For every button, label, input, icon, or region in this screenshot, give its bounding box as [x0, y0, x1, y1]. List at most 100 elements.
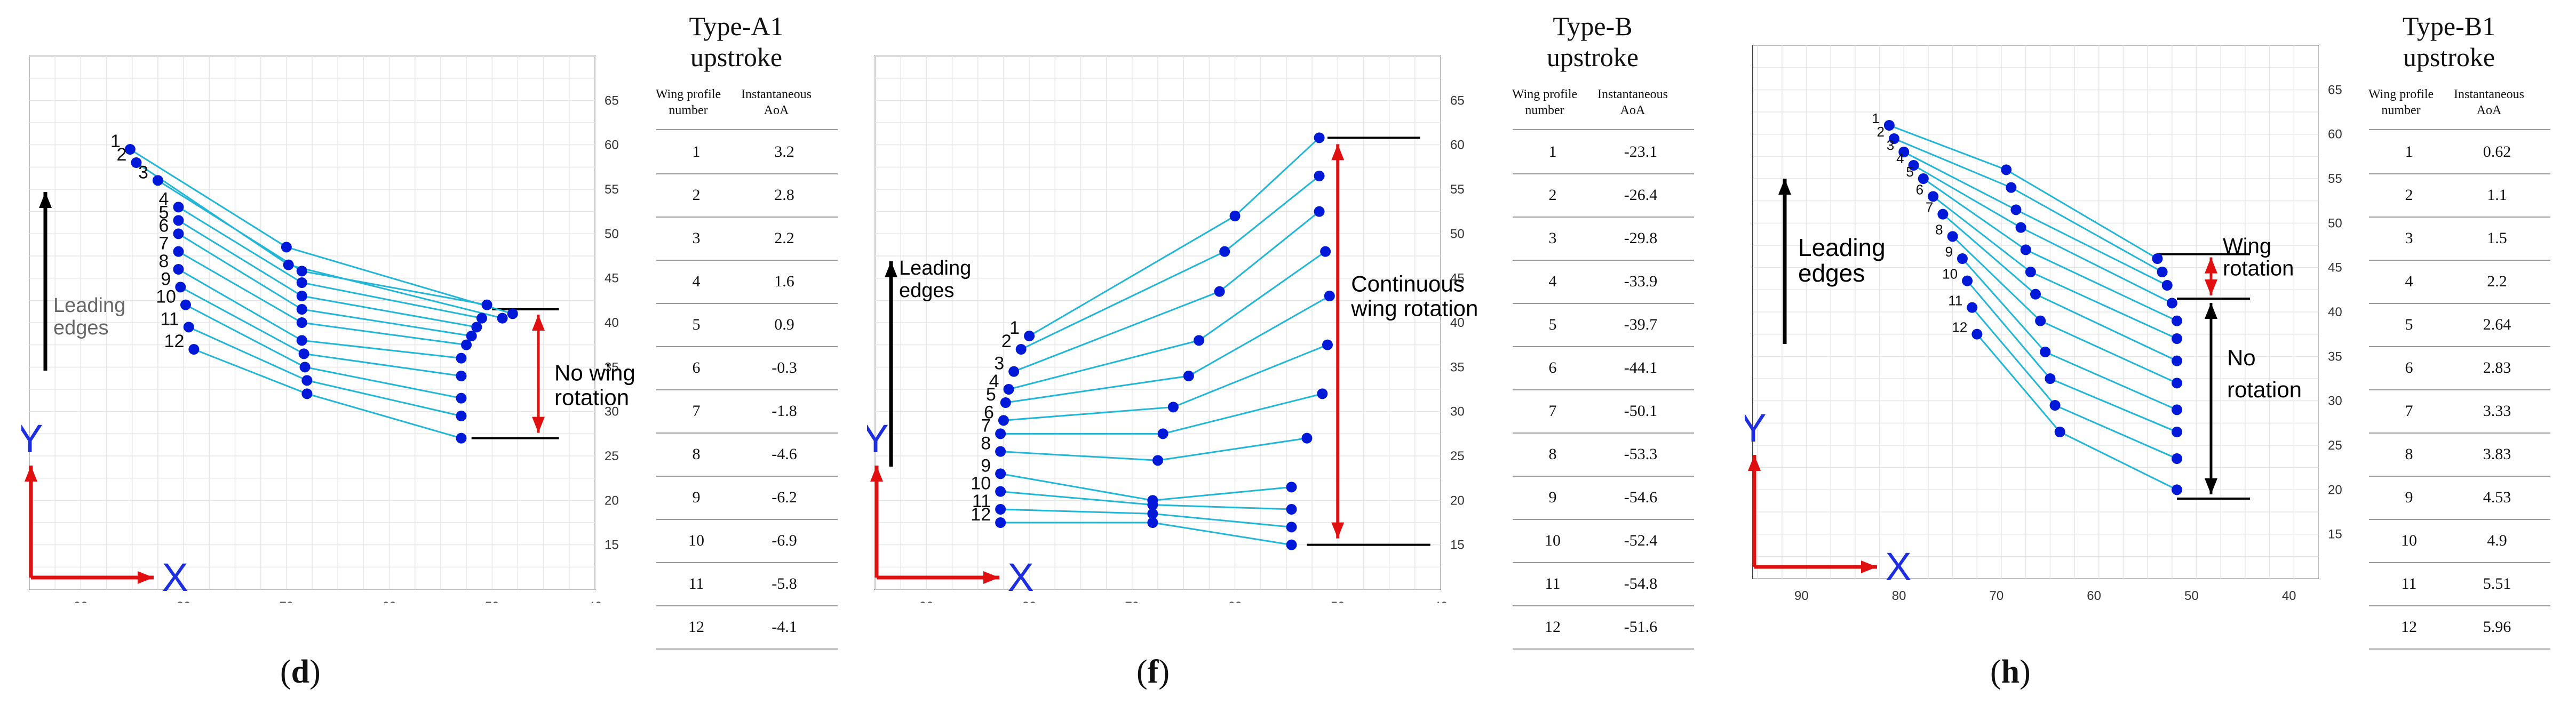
profile-point [2040, 347, 2051, 357]
profile-number-label: 2 [117, 145, 127, 165]
profile-point [2025, 267, 2036, 277]
no-rotation-label: No [2227, 345, 2256, 370]
x-tick-label: 80 [1022, 599, 1037, 603]
y-tick-label: 25 [1450, 449, 1465, 463]
x-tick-label: 40 [1434, 599, 1448, 603]
x-tick-label: 50 [485, 599, 499, 603]
profile-point [471, 322, 482, 333]
cell-profile-number: 9 [2405, 488, 2413, 506]
x-tick-label: 60 [1228, 599, 1242, 603]
caption-f: (f) [1136, 654, 1170, 690]
profile-point [296, 277, 307, 288]
wing-rotation-label: rotation [2223, 257, 2294, 281]
cell-profile-number: 2 [2405, 186, 2413, 204]
profile-point [476, 313, 487, 324]
y-tick-label: 30 [605, 405, 619, 419]
cell-aoa: -33.9 [1624, 273, 1658, 290]
table-row: 2 2.8 [656, 173, 838, 218]
wing-rotation-label: Wing [2223, 235, 2271, 258]
cell-aoa: -53.3 [1624, 445, 1658, 463]
cell-profile-number: 8 [692, 445, 701, 463]
cell-profile-number: 1 [1548, 143, 1557, 161]
profile-point [1971, 329, 1983, 340]
profile-point [296, 335, 307, 346]
y-tick-label: 45 [2328, 261, 2342, 275]
cell-aoa: -6.9 [772, 532, 797, 549]
grid [1752, 45, 2319, 579]
x-tick-label: 50 [1331, 599, 1345, 603]
cell-profile-number: 6 [692, 359, 701, 376]
y-tick-label: 40 [1450, 316, 1465, 330]
profile-point [1957, 253, 1968, 264]
cell-profile-number: 4 [692, 273, 701, 290]
profile-point [1320, 246, 1331, 257]
y-tick-label: 20 [2328, 483, 2342, 497]
table-title: Type-B1 upstroke [2369, 11, 2529, 73]
profile-point [507, 308, 518, 319]
profile-points [1883, 120, 2182, 495]
table-row: 12 -4.1 [656, 605, 838, 650]
x-tick-label: 90 [74, 599, 88, 603]
cell-profile-number: 5 [2405, 316, 2413, 333]
profile-point [1219, 246, 1230, 257]
profile-point [2172, 333, 2182, 344]
profile-point [1967, 302, 1978, 313]
x-tick-label: 80 [1892, 589, 1906, 603]
y-axis-label: Y [1745, 406, 1767, 450]
table-row: 5 0.9 [656, 303, 838, 347]
profile-points [124, 144, 518, 444]
cell-profile-number: 9 [692, 488, 701, 506]
cell-aoa: -52.4 [1624, 532, 1658, 549]
cell-aoa: 2.2 [2487, 273, 2507, 290]
cell-aoa: -23.1 [1624, 143, 1658, 161]
profile-number-label: 4 [989, 371, 999, 391]
cell-aoa: 2.83 [2483, 359, 2511, 376]
profile-point [1229, 211, 1241, 221]
leading-edges-arrow [885, 261, 897, 467]
profile-point [152, 175, 163, 186]
profile-number-label: 6 [984, 402, 994, 422]
profile-point [1314, 206, 1325, 217]
profile-point [1286, 482, 1297, 493]
profile-point [1883, 120, 1895, 131]
y-tick-label: 25 [605, 449, 619, 463]
profile-number-label: 7 [981, 415, 991, 436]
profile-point [456, 432, 467, 444]
cell-profile-number: 5 [692, 316, 701, 333]
profile-point [1322, 339, 1333, 350]
profile-point [1003, 384, 1014, 395]
profile-point [2030, 289, 2041, 300]
profile-point [173, 246, 184, 257]
col-header-profile: Wing profile number [1512, 87, 1578, 117]
profile-point [175, 282, 186, 293]
profile-number-label: 2 [1001, 331, 1012, 351]
table-title: Type-B upstroke [1513, 11, 1673, 73]
y-axis-arrow [870, 466, 883, 578]
cell-profile-number: 2 [692, 186, 701, 204]
profile-point [283, 259, 294, 270]
col-header-aoa: Instantaneous AoA [1597, 87, 1668, 117]
profile-point [456, 411, 467, 421]
cell-profile-number: 12 [1545, 618, 1561, 636]
y-tick-label: 55 [1450, 182, 1465, 197]
profile-number-label: 4 [1896, 150, 1904, 166]
profile-point [1314, 171, 1325, 181]
x-tick-label: 40 [588, 599, 602, 603]
y-tick-label: 45 [605, 271, 619, 286]
y-tick-label: 55 [2328, 172, 2342, 186]
profile-point [1286, 539, 1297, 550]
cell-profile-number: 11 [1545, 575, 1561, 592]
cell-aoa: -50.1 [1624, 402, 1658, 420]
cell-profile-number: 11 [688, 575, 704, 592]
profile-point [2172, 315, 2182, 326]
profile-point [1157, 428, 1168, 439]
no-wing-rotation-label: No wing [554, 360, 635, 385]
y-tick-label: 15 [1450, 538, 1465, 552]
cell-aoa: 5.51 [2483, 575, 2511, 592]
profile-number-label: 3 [138, 162, 148, 182]
profile-point [2161, 280, 2173, 291]
cell-profile-number: 2 [1548, 186, 1557, 204]
profile-number-label: 11 [972, 491, 991, 511]
